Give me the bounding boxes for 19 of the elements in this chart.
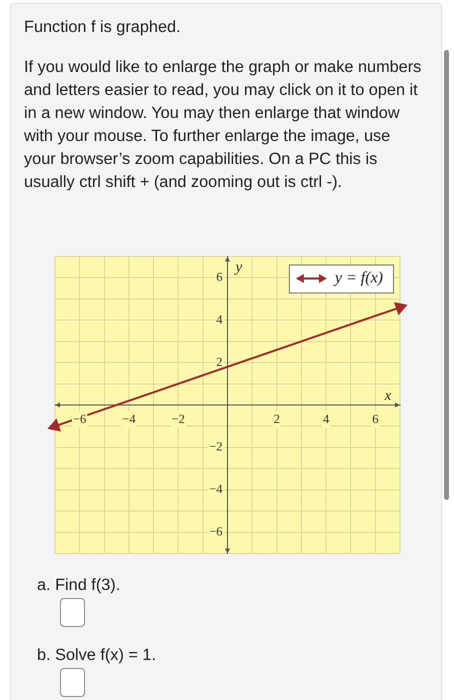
- y-tick-label: 4: [216, 312, 224, 326]
- x-tick-label: −4: [122, 412, 136, 426]
- chart-subtitle: If you would like to enlarge the graph or make numbers and letters easier to read, you may click on it to open it in a new window. You may then enlarge that window with your mouse. To further enlarge the image, use your browser’s zoom capabilities. On a PC this is usually ctrl shift + (and zooming out is ctrl -).: [24, 57, 422, 193]
- y-axis-title: y: [234, 259, 242, 276]
- text: a. Find f(3).: [37, 575, 120, 595]
- y-tick-label: −6: [209, 524, 222, 539]
- x-tick-label: 4: [322, 412, 330, 426]
- text: b. Solve f(x) = 1.: [37, 645, 156, 665]
- x-tick-label: −2: [172, 412, 185, 426]
- legend-label: y = f(x): [332, 270, 384, 287]
- y-tick-label: −2: [209, 440, 222, 454]
- x-tick-label: 6: [372, 412, 378, 426]
- y-tick-label: −4: [209, 482, 224, 496]
- x-tick-label: 2: [274, 412, 280, 426]
- x-axis-title: x: [384, 388, 392, 404]
- x-tick-label: −6: [72, 412, 86, 426]
- y-tick-label: 2: [216, 354, 222, 369]
- chart-title: Function f is graphed.: [24, 17, 181, 38]
- y-tick-label: 6: [216, 270, 222, 284]
